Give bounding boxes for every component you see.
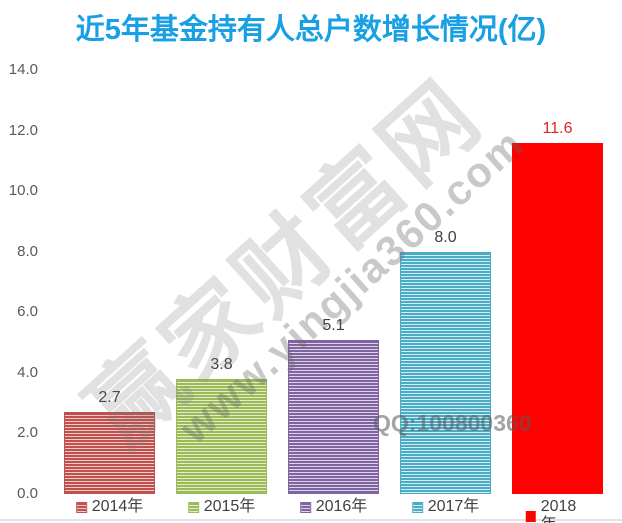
legend-item-2017年: 2017年 (411, 498, 480, 516)
y-tick-label: 4.0 (17, 363, 38, 381)
bar-2018年 (512, 143, 603, 494)
legend-item-2016年: 2016年 (299, 498, 368, 516)
bar-value-label: 11.6 (542, 120, 573, 137)
legend-label: 2018年 (540, 498, 577, 523)
y-tick-label: 8.0 (17, 242, 38, 260)
chart-title: 近5年基金持有人总户数增长情况(亿) (75, 14, 547, 46)
bar-2015年 (176, 379, 267, 494)
legend-item-2014年: 2014年 (75, 498, 144, 516)
legend-label: 2015年 (203, 498, 256, 515)
bar-2016年 (288, 340, 379, 494)
y-tick-label: 2.0 (17, 424, 38, 442)
y-tick-label: 14.0 (8, 61, 38, 79)
legend-label: 2014年 (91, 498, 144, 515)
bar-value-label: 3.8 (210, 356, 233, 373)
y-tick-label: 0.0 (17, 485, 38, 502)
bar-value-label: 2.7 (98, 389, 121, 406)
legend-label: 2016年 (315, 498, 368, 515)
legend-label: 2017年 (427, 498, 480, 515)
bar-value-label: 5.1 (322, 317, 345, 334)
legend-swatch-icon (299, 501, 311, 513)
bar-2014年 (64, 412, 155, 494)
legend-item-2015年: 2015年 (187, 498, 256, 516)
y-tick-label: 12.0 (8, 121, 38, 139)
legend-swatch-icon (75, 501, 87, 513)
legend-swatch-icon (187, 501, 199, 513)
legend-swatch-icon (411, 501, 423, 513)
bar-2017年 (400, 252, 491, 494)
y-tick-label: 6.0 (17, 303, 38, 321)
legend: 2014年 2015年 2016年 2017年 2018年 (0, 498, 622, 523)
y-tick-label: 10.0 (8, 182, 38, 200)
legend-item-2018年: 2018年 (525, 498, 590, 523)
legend-swatch-icon (525, 510, 536, 522)
bar-value-label: 8.0 (434, 229, 457, 246)
bottom-divider (0, 519, 622, 521)
